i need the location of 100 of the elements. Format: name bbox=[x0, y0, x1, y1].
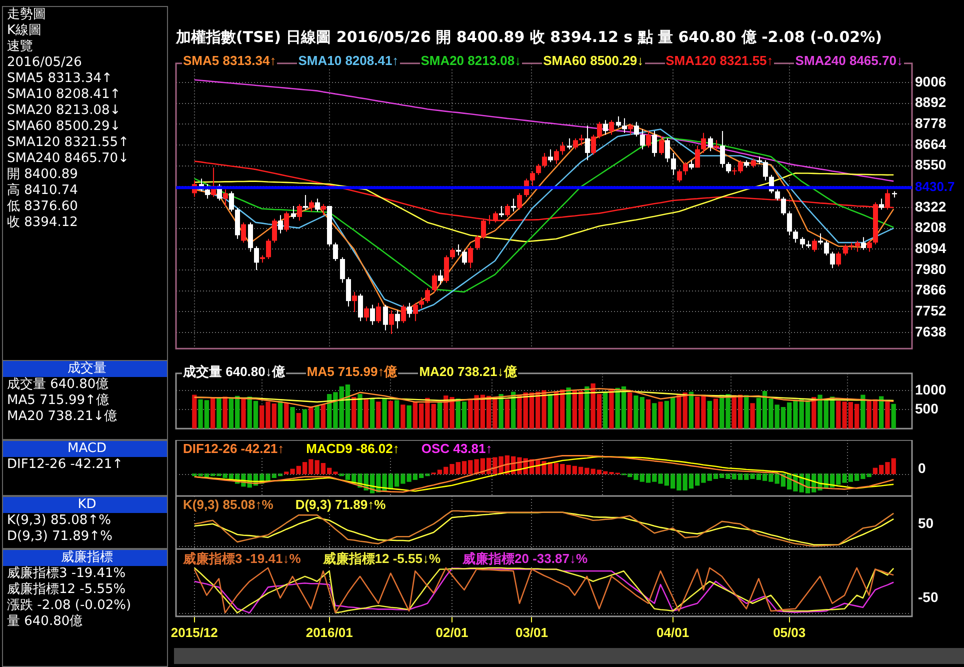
candlestick bbox=[278, 214, 283, 234]
candlestick bbox=[609, 120, 614, 136]
candlestick bbox=[352, 291, 357, 313]
candlestick bbox=[383, 304, 388, 331]
bar bbox=[314, 405, 320, 429]
series-label: D(9,3) 71.89↑% bbox=[294, 497, 387, 512]
bar bbox=[320, 404, 326, 429]
y-tick-label: 7752 bbox=[915, 302, 946, 319]
candlestick bbox=[395, 310, 400, 329]
bar bbox=[394, 400, 400, 429]
candlestick bbox=[505, 204, 510, 218]
candlestick bbox=[683, 162, 688, 176]
text: 威廉指標3 -19.41% bbox=[6, 566, 127, 582]
bar bbox=[352, 397, 356, 429]
candlestick bbox=[309, 200, 314, 212]
candlestick bbox=[787, 210, 792, 236]
text: D(9,3) 71.89↑% bbox=[6, 529, 114, 545]
series-label: K(9,3) 85.08↑% bbox=[182, 497, 274, 512]
candlestick bbox=[401, 304, 406, 324]
x-tick-label: 2015/12 bbox=[170, 624, 218, 640]
text: DIF12-26 -42.21↑ bbox=[6, 457, 124, 473]
text: 高 8410.74 bbox=[6, 183, 79, 199]
bar bbox=[879, 396, 884, 429]
text: K線圖 bbox=[6, 23, 43, 39]
bar bbox=[498, 394, 504, 429]
bar bbox=[370, 398, 375, 429]
bar bbox=[222, 396, 228, 429]
text: 2016/05/26 bbox=[6, 55, 83, 71]
candlestick bbox=[530, 170, 535, 186]
candlestick bbox=[665, 138, 670, 163]
bar bbox=[504, 399, 510, 429]
candlestick bbox=[677, 168, 682, 183]
text: 量 640.80億 bbox=[6, 614, 84, 630]
text: SMA10 8208.41↑ bbox=[6, 87, 122, 103]
y-tick-label: 7638 bbox=[915, 323, 946, 340]
candlestick bbox=[634, 121, 639, 138]
candlestick bbox=[793, 229, 798, 244]
bar bbox=[388, 400, 393, 429]
bar bbox=[437, 402, 442, 429]
bar bbox=[358, 394, 362, 429]
candlestick bbox=[714, 140, 719, 152]
candlestick bbox=[573, 138, 578, 150]
candlestick bbox=[720, 130, 725, 168]
candlestick bbox=[542, 152, 547, 168]
bar bbox=[511, 392, 516, 429]
text: KD bbox=[3, 497, 167, 513]
candlestick bbox=[708, 136, 713, 152]
bar bbox=[652, 403, 657, 429]
candlestick bbox=[640, 128, 645, 150]
candlestick bbox=[861, 236, 866, 250]
candlestick bbox=[272, 218, 277, 244]
candlestick bbox=[376, 302, 381, 324]
text: 速覽 bbox=[6, 39, 34, 55]
candlestick bbox=[646, 130, 651, 148]
candlestick bbox=[468, 246, 473, 269]
x-tick-label: 02/01 bbox=[436, 624, 468, 640]
bar bbox=[290, 406, 295, 429]
text: MA20 738.21↓億 bbox=[6, 409, 118, 425]
y-tick-label: 1000 bbox=[915, 381, 946, 398]
text: SMA120 8321.55↑ bbox=[664, 53, 774, 68]
text: SMA10 8208.41↑ bbox=[297, 53, 400, 68]
candlestick bbox=[266, 238, 271, 260]
text: 開 8400.89 bbox=[6, 167, 79, 183]
y-tick-label: 8094 bbox=[915, 240, 946, 256]
x-tick-label: 2016/01 bbox=[306, 624, 353, 640]
candlestick bbox=[291, 206, 296, 220]
candlestick bbox=[879, 198, 884, 210]
candlestick bbox=[438, 269, 443, 286]
candlestick bbox=[346, 276, 351, 308]
candlestick bbox=[229, 190, 234, 212]
text: SMA5 8313.34↑ bbox=[6, 71, 114, 87]
candlestick bbox=[548, 148, 553, 163]
candlestick bbox=[475, 234, 480, 250]
bar bbox=[860, 394, 866, 429]
text: 漲跌 -2.08 (-0.02%) bbox=[6, 598, 132, 614]
candlestick bbox=[419, 296, 424, 309]
bar bbox=[308, 406, 314, 429]
candlestick bbox=[695, 145, 700, 168]
text: SMA240 8465.70↓ bbox=[6, 151, 130, 167]
candlestick bbox=[517, 192, 522, 210]
bar bbox=[302, 409, 308, 429]
candlestick bbox=[284, 210, 289, 232]
bar bbox=[885, 402, 890, 429]
y-tick-label: 7866 bbox=[915, 282, 946, 298]
candlestick bbox=[413, 302, 418, 322]
text: 50 bbox=[918, 514, 934, 530]
y-tick-label: 8892 bbox=[915, 94, 946, 110]
text: SMA60 8500.29↓ bbox=[6, 119, 122, 135]
y-tick-label: 500 bbox=[915, 400, 939, 416]
bar bbox=[750, 403, 755, 429]
bar bbox=[278, 400, 283, 429]
candlestick bbox=[659, 136, 664, 156]
chart-title: 加權指數(TSE) 日線圖 2016/05/26 開 8400.89 收 8394.12 s 點 量 640.80 億 -2.08 (-0.02%) bbox=[176, 28, 882, 47]
text: 威廉指標12 -5.55% bbox=[6, 582, 127, 598]
candlestick bbox=[241, 222, 246, 244]
candlestick bbox=[812, 238, 817, 252]
bar bbox=[707, 400, 712, 429]
series-label: MA5 715.99↑億 bbox=[306, 364, 398, 379]
text: SMA20 8213.08↓ bbox=[6, 103, 122, 119]
candlestick bbox=[867, 240, 872, 252]
